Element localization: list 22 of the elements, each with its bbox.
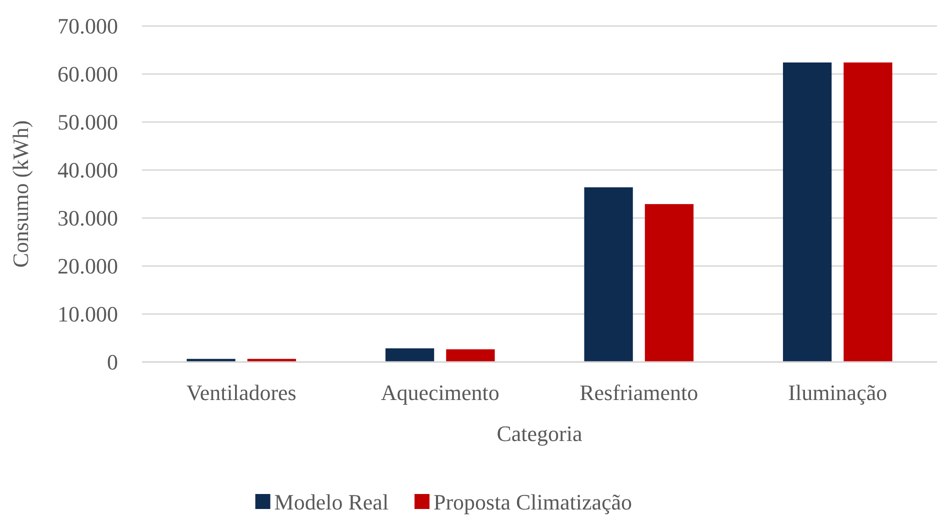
bar [644, 204, 694, 362]
y-tick-label: 70.000 [58, 14, 118, 39]
legend-label: Modelo Real [274, 490, 389, 515]
y-tick-label: 40.000 [58, 158, 118, 183]
y-axis-title: Consumo (kWh) [8, 120, 33, 268]
y-tick-label: 10.000 [58, 302, 118, 327]
x-axis-title: Categoria [496, 421, 582, 446]
bar [844, 62, 892, 362]
bar [446, 349, 495, 362]
y-tick-label: 20.000 [58, 254, 118, 279]
y-tick-label: 50.000 [58, 110, 118, 135]
bar [584, 187, 633, 362]
x-tick-label: Ventiladores [186, 380, 296, 405]
x-tick-label: Iluminação [788, 380, 888, 405]
y-tick-label: 60.000 [58, 62, 118, 87]
bar [782, 62, 832, 362]
legend-label: Proposta Climatização [434, 490, 632, 515]
bar [385, 348, 434, 362]
y-tick-label: 30.000 [58, 206, 118, 231]
x-tick-label: Aquecimento [380, 380, 500, 405]
y-tick-label: 0 [107, 350, 118, 375]
x-tick-label: Resfriamento [580, 380, 698, 405]
